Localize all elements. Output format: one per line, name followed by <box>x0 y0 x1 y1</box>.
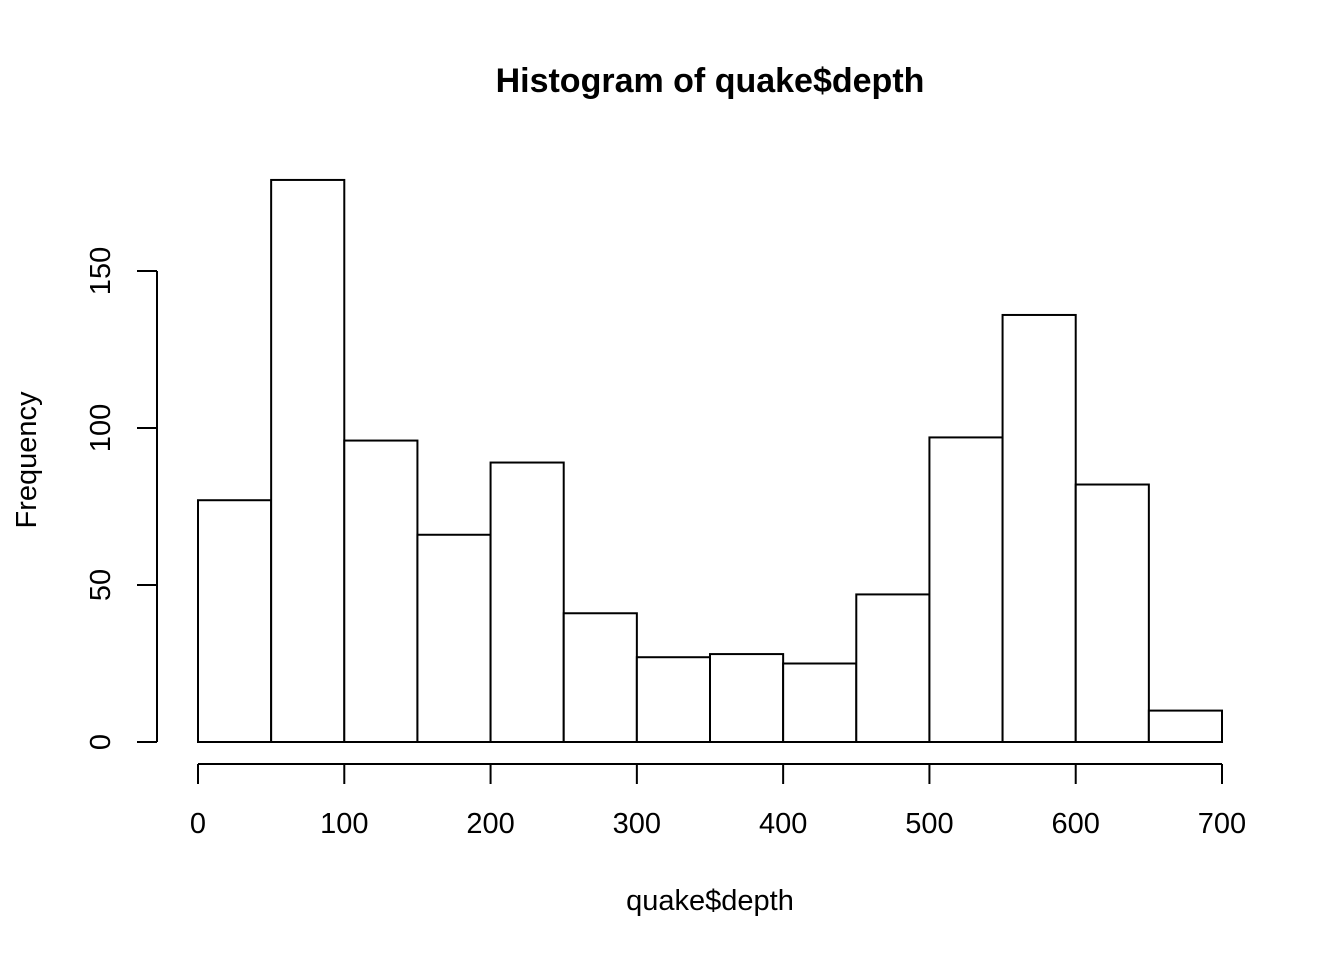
histogram-bar <box>928 436 1004 743</box>
x-tick-label: 100 <box>320 808 368 840</box>
x-tick-label: 300 <box>613 808 661 840</box>
x-tick-label: 700 <box>1198 808 1246 840</box>
histogram-bar <box>782 662 858 743</box>
histogram-bar <box>489 461 565 743</box>
histogram-bar <box>270 178 346 743</box>
y-tick-label: 50 <box>85 569 117 601</box>
histogram-bar <box>855 593 931 743</box>
histogram-bar <box>1074 483 1150 743</box>
y-tick-label: 150 <box>85 247 117 295</box>
y-axis: 0 50 100 150 <box>85 247 158 750</box>
histogram-bar <box>635 656 711 743</box>
y-tick-label: 100 <box>85 404 117 452</box>
histogram-bar <box>709 653 785 744</box>
chart-title: Histogram of quake$depth <box>496 62 925 100</box>
x-axis-label: quake$depth <box>626 885 794 917</box>
y-tick-label: 0 <box>85 734 117 750</box>
x-tick-label: 0 <box>190 808 206 840</box>
histogram-bar <box>343 439 419 743</box>
histogram-bar <box>1147 709 1224 743</box>
x-tick-label: 600 <box>1052 808 1100 840</box>
histogram-bar <box>416 533 492 744</box>
y-axis-label: Frequency <box>11 391 43 529</box>
bars-group <box>197 178 1224 744</box>
histogram-bar <box>562 612 638 744</box>
x-tick-label: 200 <box>466 808 514 840</box>
x-axis: 0 100 200 300 400 500 600 700 <box>190 763 1246 840</box>
x-tick-label: 500 <box>905 808 953 840</box>
x-tick-label: 400 <box>759 808 807 840</box>
histogram-bar <box>1001 313 1077 743</box>
histogram-bar <box>197 499 273 743</box>
